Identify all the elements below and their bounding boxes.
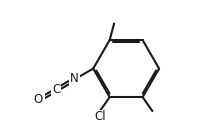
Text: C: C bbox=[52, 83, 61, 96]
Text: O: O bbox=[33, 93, 42, 106]
Text: N: N bbox=[70, 72, 79, 85]
Text: Cl: Cl bbox=[94, 110, 106, 123]
